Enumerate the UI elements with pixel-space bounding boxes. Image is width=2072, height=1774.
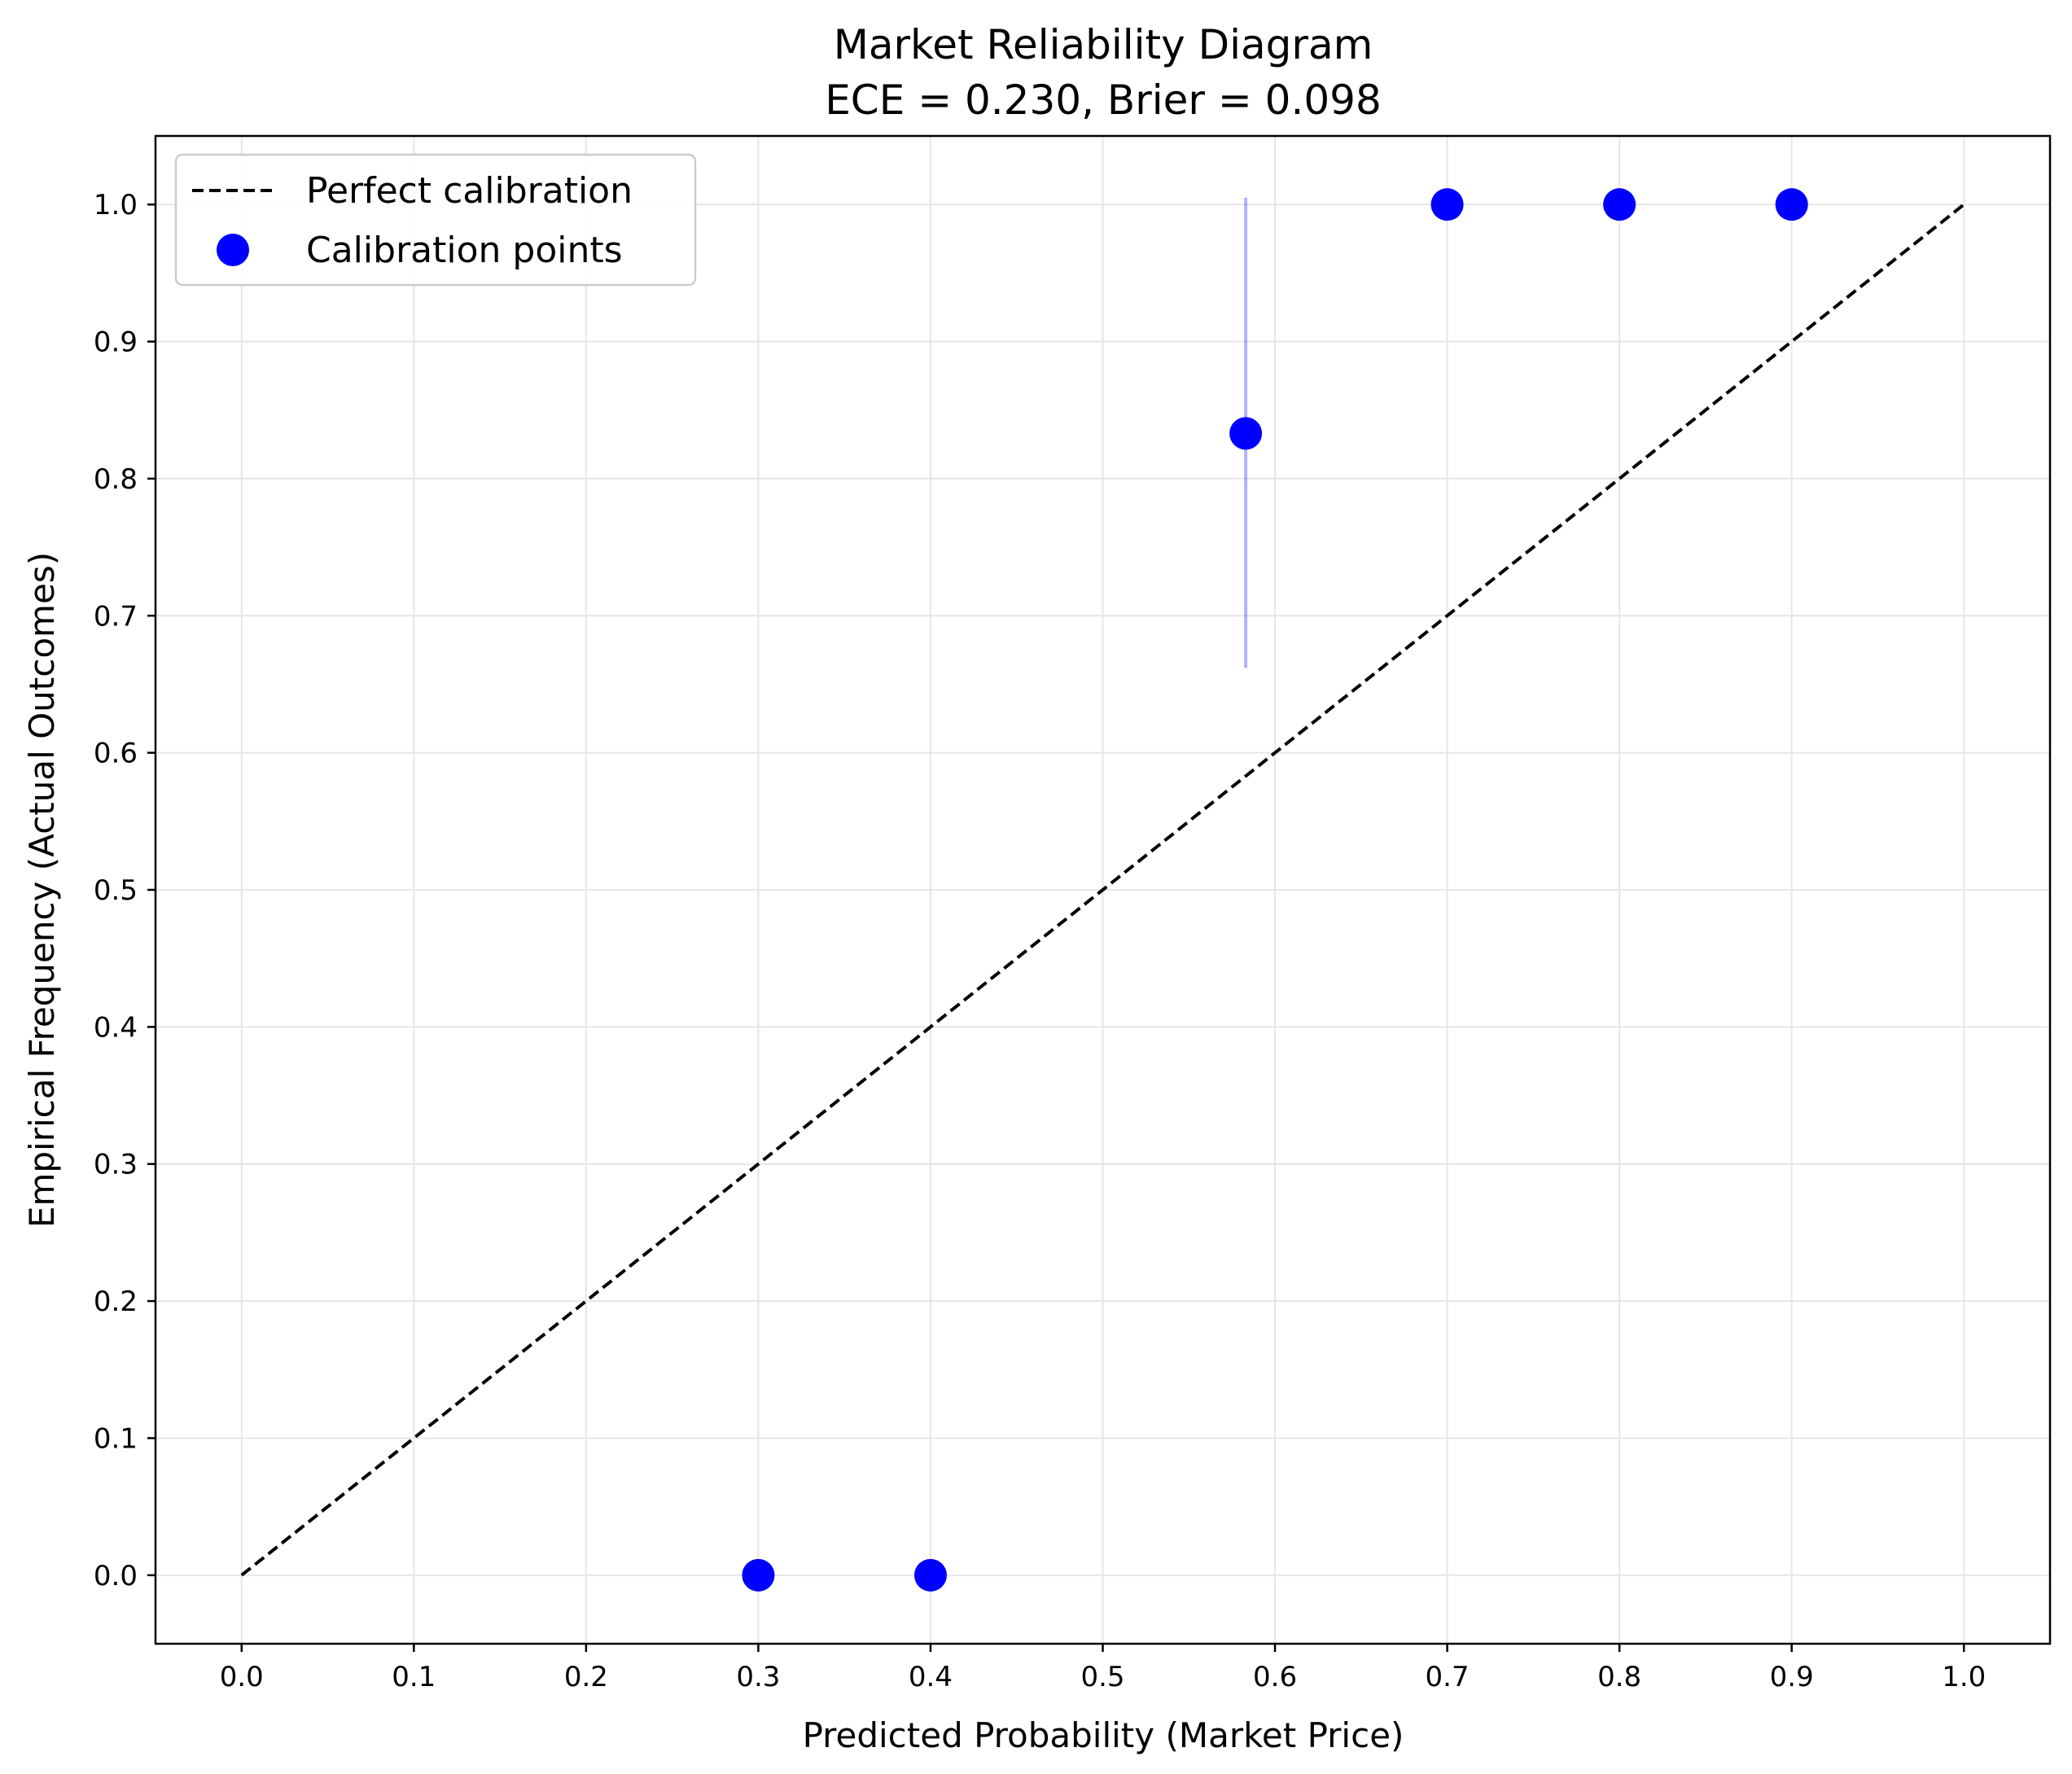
- x-tick-label: 0.0: [220, 1661, 264, 1693]
- x-tick-label: 0.3: [736, 1661, 780, 1693]
- calibration-point: [1603, 188, 1636, 221]
- grid-lines: [156, 136, 2050, 1644]
- y-axis-ticks: 0.0 0.1 0.2 0.3 0.4 0.5 0.6 0.7 0.8 0.9 1.0: [94, 189, 156, 1592]
- calibration-point: [1229, 417, 1263, 450]
- x-tick-label: 0.8: [1597, 1661, 1641, 1693]
- legend-box: [174, 153, 697, 287]
- calibration-point: [742, 1558, 775, 1592]
- chart-subtitle: ECE = 0.230, Brier = 0.098: [825, 77, 1382, 124]
- y-tick-label: 0.7: [94, 600, 138, 633]
- x-tick-label: 0.2: [564, 1661, 608, 1693]
- legend-label-calibration-points: Calibration points: [306, 230, 623, 271]
- y-tick-label: 0.8: [94, 463, 138, 496]
- x-tick-label: 0.5: [1080, 1661, 1124, 1693]
- x-tick-label: 0.9: [1770, 1661, 1814, 1693]
- x-tick-label: 0.4: [909, 1661, 953, 1693]
- x-axis-label: Predicted Probability (Market Price): [803, 1715, 1404, 1755]
- x-axis-ticks: 0.0 0.1 0.2 0.3 0.4 0.5 0.6 0.7 0.8 0.9 1.0: [220, 1644, 1986, 1693]
- x-tick-label: 0.1: [392, 1661, 436, 1693]
- y-tick-label: 0.3: [94, 1149, 138, 1181]
- chart-title: Market Reliability Diagram: [834, 21, 1373, 68]
- legend-marker-swatch: [217, 234, 249, 266]
- y-tick-label: 0.1: [94, 1422, 138, 1455]
- y-tick-label: 0.6: [94, 738, 138, 770]
- plot-area: [240, 188, 1965, 1592]
- y-tick-label: 1.0: [94, 189, 138, 221]
- y-tick-label: 0.5: [94, 874, 138, 907]
- y-tick-label: 0.9: [94, 326, 138, 359]
- axes-frame: [154, 134, 2052, 1645]
- x-tick-label: 0.7: [1426, 1661, 1470, 1693]
- legend-label-perfect-calibration: Perfect calibration: [306, 170, 633, 212]
- y-tick-label: 0.0: [94, 1560, 138, 1592]
- x-tick-label: 0.6: [1253, 1661, 1297, 1693]
- calibration-point: [1775, 188, 1808, 221]
- calibration-point: [1430, 188, 1464, 221]
- legend: Perfect calibration Calibration points: [174, 153, 697, 287]
- y-axis-label: Empirical Frequency (Actual Outcomes): [22, 552, 62, 1228]
- y-tick-label: 0.2: [94, 1286, 138, 1318]
- calibration-point: [913, 1558, 947, 1592]
- x-tick-label: 1.0: [1942, 1661, 1986, 1693]
- y-tick-label: 0.4: [94, 1011, 138, 1044]
- perfect-calibration-line: [240, 203, 1965, 1577]
